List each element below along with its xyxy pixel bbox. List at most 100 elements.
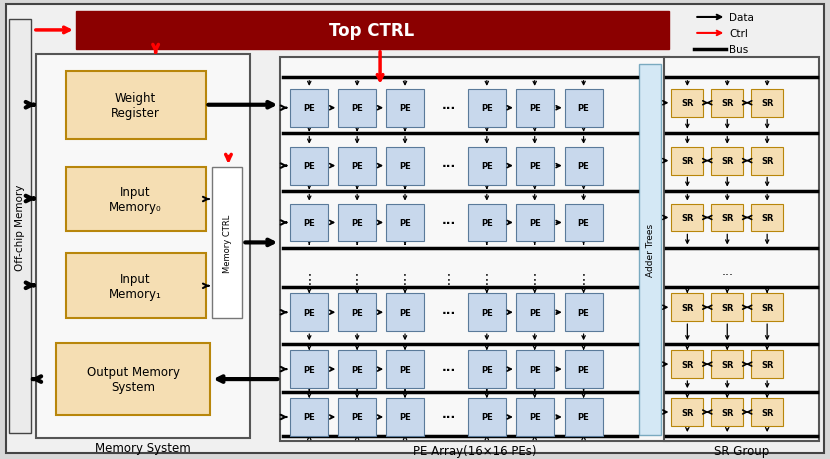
Text: SR Group: SR Group: [714, 444, 769, 458]
Bar: [711, 90, 743, 118]
Text: Input
Memory₁: Input Memory₁: [110, 272, 162, 300]
Bar: [515, 350, 554, 388]
Bar: [9, 20, 31, 433]
Bar: [564, 90, 603, 128]
Text: SR: SR: [681, 157, 694, 166]
Text: PE: PE: [351, 162, 363, 171]
Text: SR: SR: [681, 408, 694, 417]
Text: PE: PE: [351, 104, 363, 113]
Bar: [468, 398, 505, 436]
Text: ···: ···: [442, 306, 456, 319]
Bar: [639, 65, 662, 435]
Bar: [290, 294, 328, 331]
Text: ···: ···: [442, 160, 456, 173]
Text: Ctrl: Ctrl: [730, 29, 748, 39]
Bar: [468, 350, 505, 388]
Text: Bus: Bus: [730, 45, 749, 55]
Text: ···: ···: [442, 411, 456, 424]
Text: Adder Trees: Adder Trees: [646, 224, 655, 276]
Bar: [564, 204, 603, 242]
Bar: [66, 167, 206, 232]
Text: ···: ···: [442, 217, 456, 230]
Text: PE: PE: [529, 413, 540, 421]
Text: PE: PE: [529, 308, 540, 317]
Text: ⋮: ⋮: [398, 273, 412, 287]
Text: PE: PE: [399, 413, 411, 421]
Bar: [671, 294, 703, 321]
Bar: [711, 294, 743, 321]
Text: SR: SR: [681, 360, 694, 369]
Bar: [515, 398, 554, 436]
Text: Output Memory
System: Output Memory System: [86, 365, 179, 393]
Bar: [290, 398, 328, 436]
Text: SR: SR: [681, 213, 694, 223]
Bar: [338, 294, 376, 331]
Bar: [290, 204, 328, 242]
Bar: [515, 90, 554, 128]
Text: ⋮: ⋮: [528, 273, 542, 287]
Text: PE: PE: [351, 365, 363, 374]
Bar: [711, 350, 743, 378]
Bar: [671, 204, 703, 232]
Bar: [212, 167, 242, 319]
Text: Memory System: Memory System: [95, 442, 191, 454]
Bar: [338, 398, 376, 436]
Text: Off-chip Memory: Off-chip Memory: [15, 184, 25, 270]
Bar: [338, 204, 376, 242]
Text: ···: ···: [442, 363, 456, 376]
Bar: [671, 350, 703, 378]
Bar: [386, 294, 424, 331]
Text: SR: SR: [721, 360, 734, 369]
Text: PE: PE: [351, 218, 363, 228]
Text: SR: SR: [761, 360, 774, 369]
Text: SR: SR: [761, 99, 774, 108]
Text: PE: PE: [481, 218, 493, 228]
Bar: [564, 350, 603, 388]
Text: ···: ···: [721, 268, 733, 281]
Text: SR: SR: [761, 408, 774, 417]
Bar: [290, 350, 328, 388]
Bar: [711, 147, 743, 175]
Text: ⋮: ⋮: [442, 273, 456, 287]
Text: PE: PE: [481, 365, 493, 374]
Text: SR: SR: [721, 157, 734, 166]
Bar: [56, 343, 211, 415]
Bar: [290, 147, 328, 185]
Text: SR: SR: [721, 408, 734, 417]
Bar: [515, 147, 554, 185]
Bar: [66, 72, 206, 140]
Text: PE: PE: [304, 413, 315, 421]
Text: ⋮: ⋮: [302, 273, 316, 287]
Bar: [386, 90, 424, 128]
Bar: [564, 398, 603, 436]
Bar: [338, 147, 376, 185]
Bar: [564, 147, 603, 185]
Text: ⋮: ⋮: [577, 273, 590, 287]
Text: PE: PE: [529, 162, 540, 171]
Text: PE: PE: [399, 104, 411, 113]
Bar: [671, 147, 703, 175]
Bar: [338, 350, 376, 388]
Text: PE: PE: [481, 104, 493, 113]
Text: PE: PE: [304, 308, 315, 317]
Bar: [564, 294, 603, 331]
Text: PE: PE: [304, 218, 315, 228]
Text: PE: PE: [304, 365, 315, 374]
Bar: [664, 58, 819, 441]
Bar: [751, 204, 784, 232]
Bar: [468, 294, 505, 331]
Text: SR: SR: [761, 157, 774, 166]
Bar: [751, 294, 784, 321]
Text: PE: PE: [399, 162, 411, 171]
Text: SR: SR: [681, 303, 694, 312]
Bar: [338, 90, 376, 128]
Bar: [711, 398, 743, 426]
Text: PE: PE: [529, 104, 540, 113]
Text: SR: SR: [721, 303, 734, 312]
Text: Memory CTRL: Memory CTRL: [223, 214, 232, 272]
Text: SR: SR: [761, 213, 774, 223]
Bar: [515, 204, 554, 242]
Text: ⋮: ⋮: [480, 273, 494, 287]
Bar: [386, 398, 424, 436]
Text: PE: PE: [529, 218, 540, 228]
